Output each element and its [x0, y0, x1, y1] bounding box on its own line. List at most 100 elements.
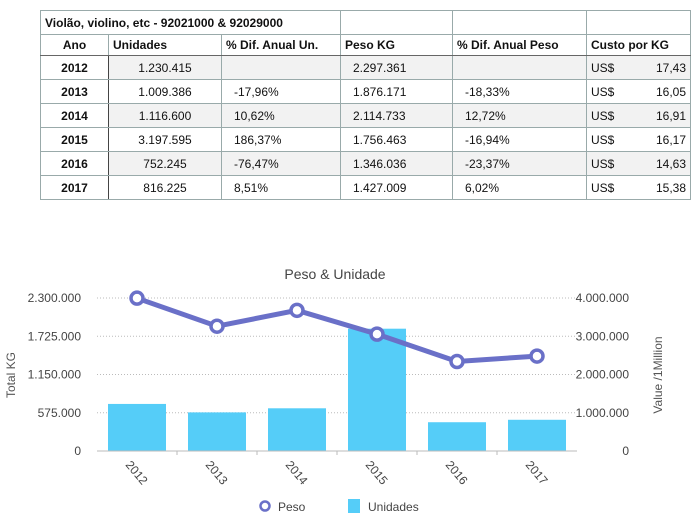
- legend: Peso Unidades: [259, 499, 419, 514]
- cost-cell: US$ 16,17: [586, 127, 691, 152]
- peso-line: [136, 295, 538, 364]
- x-tick: 2016: [443, 458, 471, 488]
- cost-cell: US$ 16,05: [586, 79, 691, 104]
- peso-point: [289, 302, 305, 319]
- table-cell: 3.197.595: [108, 127, 222, 152]
- table-row: 2017 816.225 8,51% 1.427.009 6,02% US$ 15,38: [40, 175, 691, 200]
- cost-value: 15,38: [655, 180, 686, 195]
- table-row: 2014 1.116.600 10,62% 2.114.733 12,72% US$ 16,…: [40, 103, 691, 128]
- y-right-tick: 4.000.000: [576, 291, 630, 305]
- bar: [188, 412, 246, 451]
- currency: US$: [591, 156, 615, 171]
- table-cell: 2.297.361: [340, 55, 453, 80]
- peso-point: [129, 290, 145, 306]
- cost-value: 17,43: [655, 60, 686, 75]
- chart-title: Peso & Unidade: [284, 266, 385, 282]
- table-cell: 6,02%: [452, 175, 587, 200]
- cost-cell: US$ 15,38: [586, 175, 691, 200]
- table-cell: -18,33%: [452, 79, 587, 104]
- x-tick: 2014: [283, 458, 311, 488]
- table-cell: 1.427.009: [340, 175, 453, 200]
- currency: US$: [591, 132, 615, 147]
- table-cell: 752.245: [108, 151, 222, 176]
- currency: US$: [591, 108, 615, 123]
- cost-value: 16,05: [655, 84, 686, 99]
- bar: [508, 419, 566, 451]
- table-cell: -16,94%: [452, 127, 587, 152]
- table-row: 2015 3.197.595 186,37% 1.756.463 -16,94% US$ 1…: [40, 127, 691, 152]
- cost-cell: US$ 17,43: [586, 55, 691, 80]
- column-header: Custo por KG: [586, 34, 691, 56]
- column-header: % Dif. Anual Un.: [221, 34, 341, 56]
- legend-unidades-icon: [348, 499, 360, 513]
- cost-value: 16,17: [655, 132, 686, 147]
- column-header: Unidades: [108, 34, 222, 56]
- column-header: Ano: [40, 34, 109, 56]
- table-cell: 2014: [40, 103, 109, 128]
- y-left-tick: 1.150.000: [28, 368, 82, 382]
- peso-point: [369, 326, 385, 342]
- x-tick: 2012: [123, 458, 151, 488]
- table-cell: 2017: [40, 175, 109, 200]
- x-tick: 2013: [203, 458, 231, 488]
- table-cell: 2.114.733: [340, 103, 453, 128]
- cost-cell: US$ 14,63: [586, 151, 691, 176]
- y-left-tick: 0: [74, 444, 81, 458]
- y-left-tick: 575.000: [38, 406, 82, 420]
- table-cell: 2016: [40, 151, 109, 176]
- y-right-label: Value /1Million: [651, 336, 665, 413]
- table-cell: 10,62%: [221, 103, 341, 128]
- table-cell: 186,37%: [221, 127, 341, 152]
- table-cell: -23,37%: [452, 151, 587, 176]
- table-row: 2012 1.230.415 2.297.361 US$ 17,43: [40, 55, 691, 80]
- bar: [348, 328, 406, 451]
- x-tick: 2017: [523, 458, 551, 488]
- table-cell: 1.116.600: [108, 103, 222, 128]
- currency: US$: [591, 180, 615, 195]
- y-left-label: Total KG: [4, 352, 18, 398]
- data-table: Violão, violino, etc - 92021000 & 920290…: [40, 10, 691, 200]
- table-row: 2016 752.245 -76,47% 1.346.036 -23,37% US$ 14,…: [40, 151, 691, 176]
- chart: Peso & Unidade Total KG Value /1Million …: [4, 266, 665, 514]
- y-right-tick: 0: [622, 444, 629, 458]
- cost-value: 16,91: [655, 108, 686, 123]
- y-left-tick: 1.725.000: [28, 329, 82, 343]
- bar: [268, 408, 326, 451]
- table-cell: 12,72%: [452, 103, 587, 128]
- table-cell: 2013: [40, 79, 109, 104]
- peso-point: [529, 348, 545, 364]
- table-title: Violão, violino, etc - 92021000 & 920290…: [40, 10, 341, 35]
- table-cell: 1.876.171: [340, 79, 453, 104]
- legend-peso: Peso: [278, 500, 306, 514]
- table-cell: 1.756.463: [340, 127, 453, 152]
- table-cell: -17,96%: [221, 79, 341, 104]
- column-header: % Dif. Anual Peso: [452, 34, 587, 56]
- x-tick: 2015: [363, 458, 391, 488]
- legend-unidades: Unidades: [368, 500, 419, 514]
- peso-point: [449, 353, 465, 370]
- table-cell: 2015: [40, 127, 109, 152]
- table-cell: -76,47%: [221, 151, 341, 176]
- table-cell: 1.009.386: [108, 79, 222, 104]
- y-left-tick: 2.300.000: [28, 291, 82, 305]
- cost-value: 14,63: [655, 156, 686, 171]
- currency: US$: [591, 84, 615, 99]
- peso-point: [209, 318, 225, 334]
- bar: [428, 422, 486, 451]
- y-right-tick: 2.000.000: [576, 368, 630, 382]
- column-header: Peso KG: [340, 34, 453, 56]
- legend-peso-icon: [259, 500, 271, 512]
- y-right-tick: 3.000.000: [576, 329, 630, 343]
- table-cell: 2012: [40, 55, 109, 80]
- table-cell: 816.225: [108, 175, 222, 200]
- table-cell: 1.346.036: [340, 151, 453, 176]
- currency: US$: [591, 60, 615, 75]
- cost-cell: US$ 16,91: [586, 103, 691, 128]
- y-right-tick: 1.000.000: [576, 406, 630, 420]
- table-row: 2013 1.009.386 -17,96% 1.876.171 -18,33% US$ 1…: [40, 79, 691, 104]
- table-cell: 8,51%: [221, 175, 341, 200]
- table-cell: [221, 55, 341, 80]
- table-cell: 1.230.415: [108, 55, 222, 80]
- bar: [108, 403, 166, 451]
- table-cell: [452, 55, 587, 80]
